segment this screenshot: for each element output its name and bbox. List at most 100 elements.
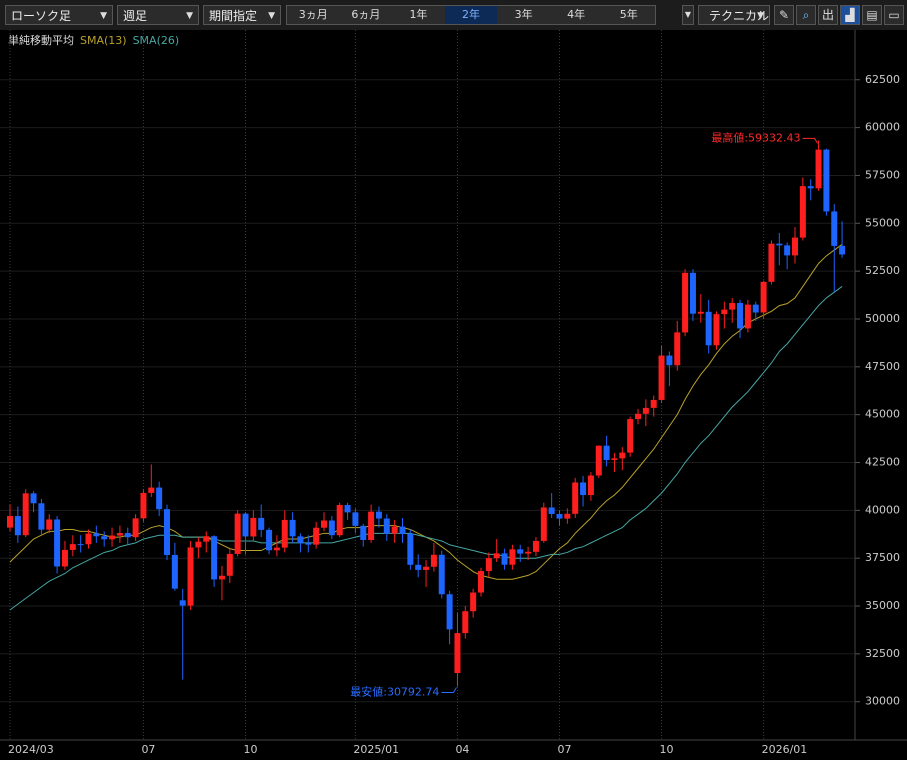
draw-icon[interactable]: ✎	[774, 5, 794, 25]
candle-body	[305, 543, 312, 545]
candle-body	[297, 536, 304, 544]
export-icon[interactable]: 出	[818, 5, 838, 25]
chart-icon[interactable]: ▟	[840, 5, 860, 25]
candle-body	[234, 513, 241, 554]
candle-body	[744, 304, 751, 329]
legend-entry: SMA(26)	[133, 34, 180, 47]
x-tick-label: 2026/01	[762, 743, 808, 756]
range-button[interactable]: 3ヵ月	[298, 8, 328, 21]
candle-body	[14, 516, 21, 536]
candle-body	[752, 304, 759, 313]
y-tick-label: 52500	[865, 264, 900, 277]
range-button[interactable]: 2年	[444, 6, 498, 24]
y-tick-label: 55000	[865, 216, 900, 229]
candle-body	[485, 558, 492, 572]
legend-entry: SMA(13)	[80, 34, 127, 47]
candle-body	[831, 211, 838, 246]
candle-body	[360, 525, 367, 540]
candle-body	[46, 519, 53, 530]
period-select[interactable]: 期間指定	[203, 5, 281, 26]
candle-body	[768, 243, 775, 282]
candle-body	[603, 445, 610, 460]
candle-body	[179, 600, 186, 606]
chart-type-select[interactable]: ローソク足	[5, 5, 113, 26]
candle-body	[368, 511, 375, 540]
candle-body	[7, 516, 13, 528]
candle-body	[454, 633, 461, 674]
save-icon[interactable]: ▤	[862, 5, 882, 25]
candle-body	[674, 332, 681, 366]
range-button[interactable]: 1年	[409, 8, 428, 21]
range-button[interactable]: 4年	[567, 8, 586, 21]
candle-body	[109, 535, 116, 540]
candle-body	[211, 536, 218, 580]
candle-body	[124, 533, 131, 538]
candle-body	[344, 504, 351, 513]
candle-body	[839, 245, 846, 255]
range-button[interactable]: 5年	[619, 8, 638, 21]
candle-body	[627, 419, 634, 453]
range-button[interactable]: 6ヵ月	[351, 8, 381, 21]
technical-button[interactable]: テクニカル	[698, 5, 770, 26]
candle-body	[164, 509, 170, 555]
folder-icon[interactable]: ▭	[884, 5, 904, 25]
candle-body	[548, 507, 555, 514]
candle-body	[140, 492, 147, 519]
candle-body	[407, 533, 414, 565]
zoom-icon[interactable]: ⌕	[796, 5, 816, 25]
candle-body	[792, 237, 798, 256]
y-tick-label: 40000	[865, 503, 900, 516]
legend-title: 単純移動平均	[8, 33, 74, 47]
candle-body	[478, 571, 484, 593]
x-tick-label: 04	[455, 743, 469, 756]
y-tick-label: 47500	[865, 360, 900, 373]
candle-body	[799, 186, 806, 238]
candle-body	[85, 533, 92, 545]
candle-body	[218, 575, 225, 580]
candle-body	[682, 272, 689, 333]
candle-body	[611, 458, 618, 460]
candle-body	[328, 520, 335, 536]
candle-body	[38, 503, 45, 530]
chart: 単純移動平均 30000 32500 35000 37500 40000 42500 450…	[0, 30, 907, 760]
y-tick-label: 37500	[865, 551, 900, 564]
candle-body	[525, 551, 532, 554]
candle-body	[580, 482, 587, 496]
candle-body	[807, 186, 814, 189]
candle-body	[556, 513, 563, 519]
candle-body	[313, 527, 320, 545]
candle-body	[203, 536, 210, 542]
candle-body	[650, 399, 657, 408]
candle-body	[132, 518, 139, 538]
candle-body	[658, 355, 665, 400]
candle-body	[415, 564, 422, 570]
candle-body	[321, 520, 327, 528]
candle-body	[171, 554, 178, 589]
y-tick-label: 32500	[865, 647, 900, 660]
range-button[interactable]: 3年	[514, 8, 533, 21]
annotation-arrow	[441, 687, 457, 694]
candle-body	[532, 540, 539, 552]
candle-body	[61, 549, 68, 567]
candle-body	[517, 549, 524, 554]
candle-body	[156, 487, 163, 510]
dropdown-icon[interactable]: ▼	[682, 5, 694, 25]
candle-body	[446, 594, 453, 630]
candle-body	[430, 554, 437, 567]
candle-body	[399, 526, 406, 534]
y-tick-label: 57500	[865, 168, 900, 181]
candle-body	[54, 519, 61, 567]
candle-body	[226, 553, 233, 576]
candle-body	[242, 513, 249, 537]
candle-body	[352, 512, 359, 526]
interval-select[interactable]: 週足	[117, 5, 199, 26]
candle-body	[93, 533, 100, 537]
candle-body	[501, 553, 508, 565]
candle-body	[195, 541, 202, 548]
candle-body	[258, 517, 265, 530]
y-tick-label: 35000	[865, 599, 900, 612]
y-tick-label: 60000	[865, 121, 900, 134]
candle-body	[760, 281, 767, 313]
candle-body	[619, 452, 626, 459]
